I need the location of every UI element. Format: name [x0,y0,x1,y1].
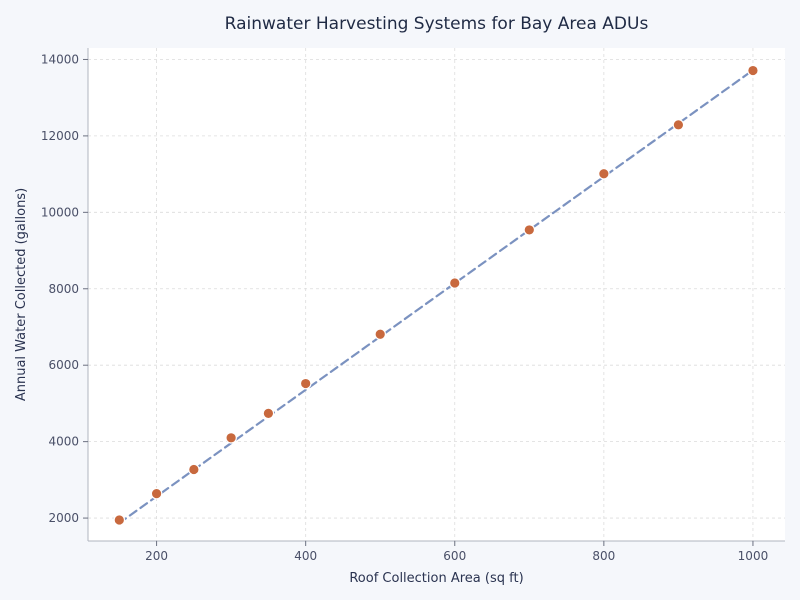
data-point [225,432,237,444]
trendline [118,69,755,525]
y-tick-label: 2000 [48,511,79,525]
data-point [113,514,126,526]
data-point [262,407,275,420]
x-tick-label: 600 [443,549,466,563]
data-point [598,167,610,180]
grid [88,48,785,541]
chart-title: Rainwater Harvesting Systems for Bay Are… [225,14,649,34]
data-point [672,119,685,131]
y-tick-label: 10000 [41,205,79,219]
x-ticks: 200 400 600 800 1000 [145,541,768,563]
y-tick-label: 6000 [48,358,79,372]
y-axis-title: Annual Water Collected (gallons) [14,188,29,401]
x-tick-label: 400 [294,549,317,563]
data-point [299,377,312,390]
y-ticks: 2000 4000 6000 8000 10000 12000 14000 [41,52,88,525]
data-point [747,64,759,77]
trendline-layer [118,69,755,525]
data-point [188,463,200,476]
data-point [448,277,461,289]
x-tick-label: 200 [145,549,168,563]
y-tick-label: 8000 [48,282,79,296]
y-tick-label: 4000 [48,435,79,449]
y-tick-label: 14000 [41,52,79,66]
x-tick-label: 1000 [738,549,769,563]
data-point [374,328,387,341]
x-axis-title: Roof Collection Area (sq ft) [349,571,523,586]
x-tick-label: 800 [592,549,615,563]
y-tick-label: 12000 [41,129,79,143]
data-points [113,64,759,526]
data-point [150,487,163,500]
data-point [523,224,536,236]
